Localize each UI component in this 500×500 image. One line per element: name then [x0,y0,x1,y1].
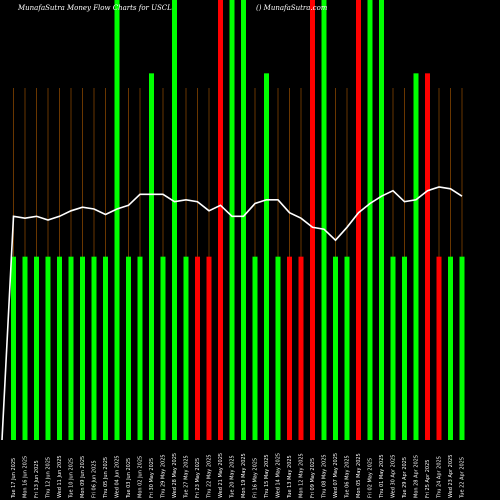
money-flow-line [1,186,463,441]
x-tick-label: Wed 23 Apr 2025 [448,455,454,498]
bar-13 [149,73,154,440]
x-tick-label: Tue 29 Apr 2025 [402,457,408,499]
x-tick-label: Thu 12 Jun 2025 [46,457,52,499]
bar-11 [126,256,131,440]
money-flow-polyline [1,186,463,441]
x-tick-label: Mon 19 May 2025 [241,453,247,498]
bar-28 [321,0,327,440]
bar-24 [275,256,281,440]
bar-14 [160,256,166,440]
x-tick-label: Tue 20 May 2025 [230,455,236,499]
bar-23 [264,73,269,440]
x-tick-label: Thu 15 May 2025 [264,454,270,499]
x-tick-label: Mon 09 Jun 2025 [80,456,86,498]
bar-9 [103,256,108,440]
bar-7 [80,256,85,440]
bar-34 [390,256,396,440]
bar-8 [91,256,97,440]
x-tick-label: Mon 28 Apr 2025 [414,455,420,498]
bar-35 [402,256,407,440]
x-tick-label: Fri 23 May 2025 [195,458,201,498]
x-tick-label: Thu 29 May 2025 [161,454,167,499]
bars [11,0,465,440]
x-tick-label: Tue 03 Jun 2025 [126,458,132,499]
x-tick-label: Tue 17 Jun 2025 [11,458,17,499]
x-tick-label: Fri 13 Jun 2025 [34,460,40,498]
x-tick-label: Mon 12 May 2025 [299,453,305,498]
bar-27 [310,0,315,440]
x-tick-label: Tue 10 Jun 2025 [69,458,75,499]
x-tick-label: Tue 06 May 2025 [345,455,351,499]
x-tick-label: Fri 06 Jun 2025 [92,460,98,498]
bar-1 [11,256,16,440]
bar-39 [448,256,453,440]
x-tick-label: Wed 07 May 2025 [333,453,339,498]
bar-3 [34,256,39,440]
x-tick-label: Thu 01 May 2025 [379,454,385,499]
bar-33 [379,0,384,440]
x-tick-label: Fri 30 May 2025 [149,458,155,498]
x-tick-label: Tue 27 May 2025 [184,455,190,499]
bar-36 [413,73,419,440]
bar-21 [241,0,246,440]
bar-32 [367,0,373,440]
x-tick-label: Thu 08 May 2025 [322,454,328,499]
x-tick-labels: Tue 17 Jun 2025 Mon 16 Jun 2025 Fri 13 Jun… [11,453,466,499]
site-credit: () MunafaSutra.com [256,4,328,12]
bar-12 [137,256,143,440]
x-tick-label: Wed 21 May 2025 [218,453,224,498]
x-tick-label: Fri 16 May 2025 [253,458,259,498]
bar-29 [333,256,338,440]
bar-17 [195,256,200,440]
x-tick-label: Mon 02 Jun 2025 [138,456,144,498]
x-tick-label: Wed 28 May 2025 [172,453,178,498]
x-tick-label: Thu 05 Jun 2025 [103,457,109,499]
x-tick-label: Wed 14 May 2025 [276,453,282,498]
bar-18 [206,256,212,440]
x-tick-label: Tue 13 May 2025 [287,455,293,499]
bar-4 [45,256,51,440]
x-tick-label: Mon 05 May 2025 [356,453,362,498]
bar-38 [436,256,442,440]
bar-30 [344,256,350,440]
bar-20 [229,0,235,440]
bar-16 [183,256,189,440]
bar-15 [172,0,177,440]
x-tick-label: Wed 30 Apr 2025 [391,455,397,498]
bar-22 [252,256,258,440]
bar-6 [68,256,74,440]
x-tick-label: Tue 22 Apr 2025 [460,457,466,499]
x-tick-label: Fri 25 Apr 2025 [425,460,431,498]
bar-25 [287,256,292,440]
bar-37 [425,73,430,440]
bar-40 [459,256,465,440]
x-tick-label: Fri 09 May 2025 [310,458,316,498]
bar-26 [298,256,304,440]
bar-10 [114,0,120,440]
x-tick-label: Wed 04 Jun 2025 [115,455,121,498]
bar-5 [57,256,62,440]
bar-19 [218,0,223,440]
bar-31 [356,0,361,440]
x-tick-label: Fri 02 May 2025 [368,458,374,498]
x-tick-label: Wed 11 Jun 2025 [57,455,63,498]
x-tick-label: Thu 22 May 2025 [207,454,213,499]
bar-2 [22,256,28,440]
x-tick-label: Mon 16 Jun 2025 [23,456,29,498]
x-tick-label: Thu 24 Apr 2025 [437,456,443,499]
chart-title: MunafaSutra Money Flow Charts for USCL [18,4,172,12]
